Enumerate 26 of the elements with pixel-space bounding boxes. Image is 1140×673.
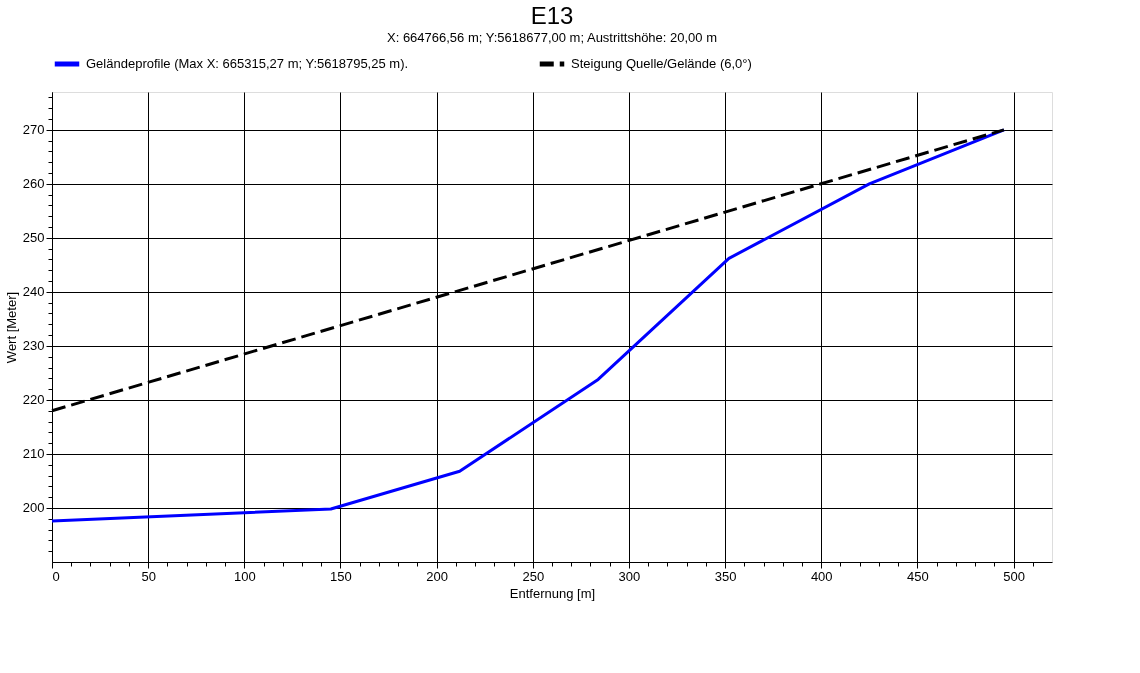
x-tick-label: 350 — [714, 568, 737, 584]
x-tick-label: 400 — [810, 568, 833, 584]
y-tick-label: 240 — [22, 284, 45, 300]
chart-subtitle: X: 664766,56 m; Y:5618677,00 m; Austrittshöhe: 20,00 m — [386, 30, 718, 45]
x-tick-label: 150 — [330, 568, 352, 584]
y-tick-label: 270 — [22, 122, 45, 138]
y-tick-label: 200 — [22, 500, 45, 516]
legend-label: Geländeprofile (Max X: 665315,27 m; Y:5618795,25 m). — [86, 56, 409, 71]
y-tick-label: 230 — [22, 338, 45, 354]
chart-title: E13 — [530, 2, 574, 29]
x-tick-label: 50 — [141, 568, 156, 584]
y-tick-label: 260 — [22, 176, 45, 192]
y-tick-label: 210 — [22, 446, 45, 462]
y-axis-title: Wert [Meter] — [3, 291, 19, 364]
x-tick-label: 200 — [426, 568, 448, 584]
y-tick-label: 220 — [22, 392, 45, 408]
y-tick-label: 250 — [22, 230, 45, 246]
x-tick-label: 0 — [52, 568, 60, 584]
x-tick-label: 250 — [522, 568, 545, 584]
x-tick-label: 300 — [618, 568, 641, 584]
x-tick-label: 100 — [233, 568, 256, 584]
x-axis-title: Entfernung [m] — [509, 585, 596, 601]
line-series — [50, 128, 1006, 523]
legend-label: Steigung Quelle/Gelände (6,0°) — [571, 56, 752, 71]
x-tick-label: 500 — [1003, 568, 1025, 584]
x-tick-label: 450 — [907, 568, 929, 584]
